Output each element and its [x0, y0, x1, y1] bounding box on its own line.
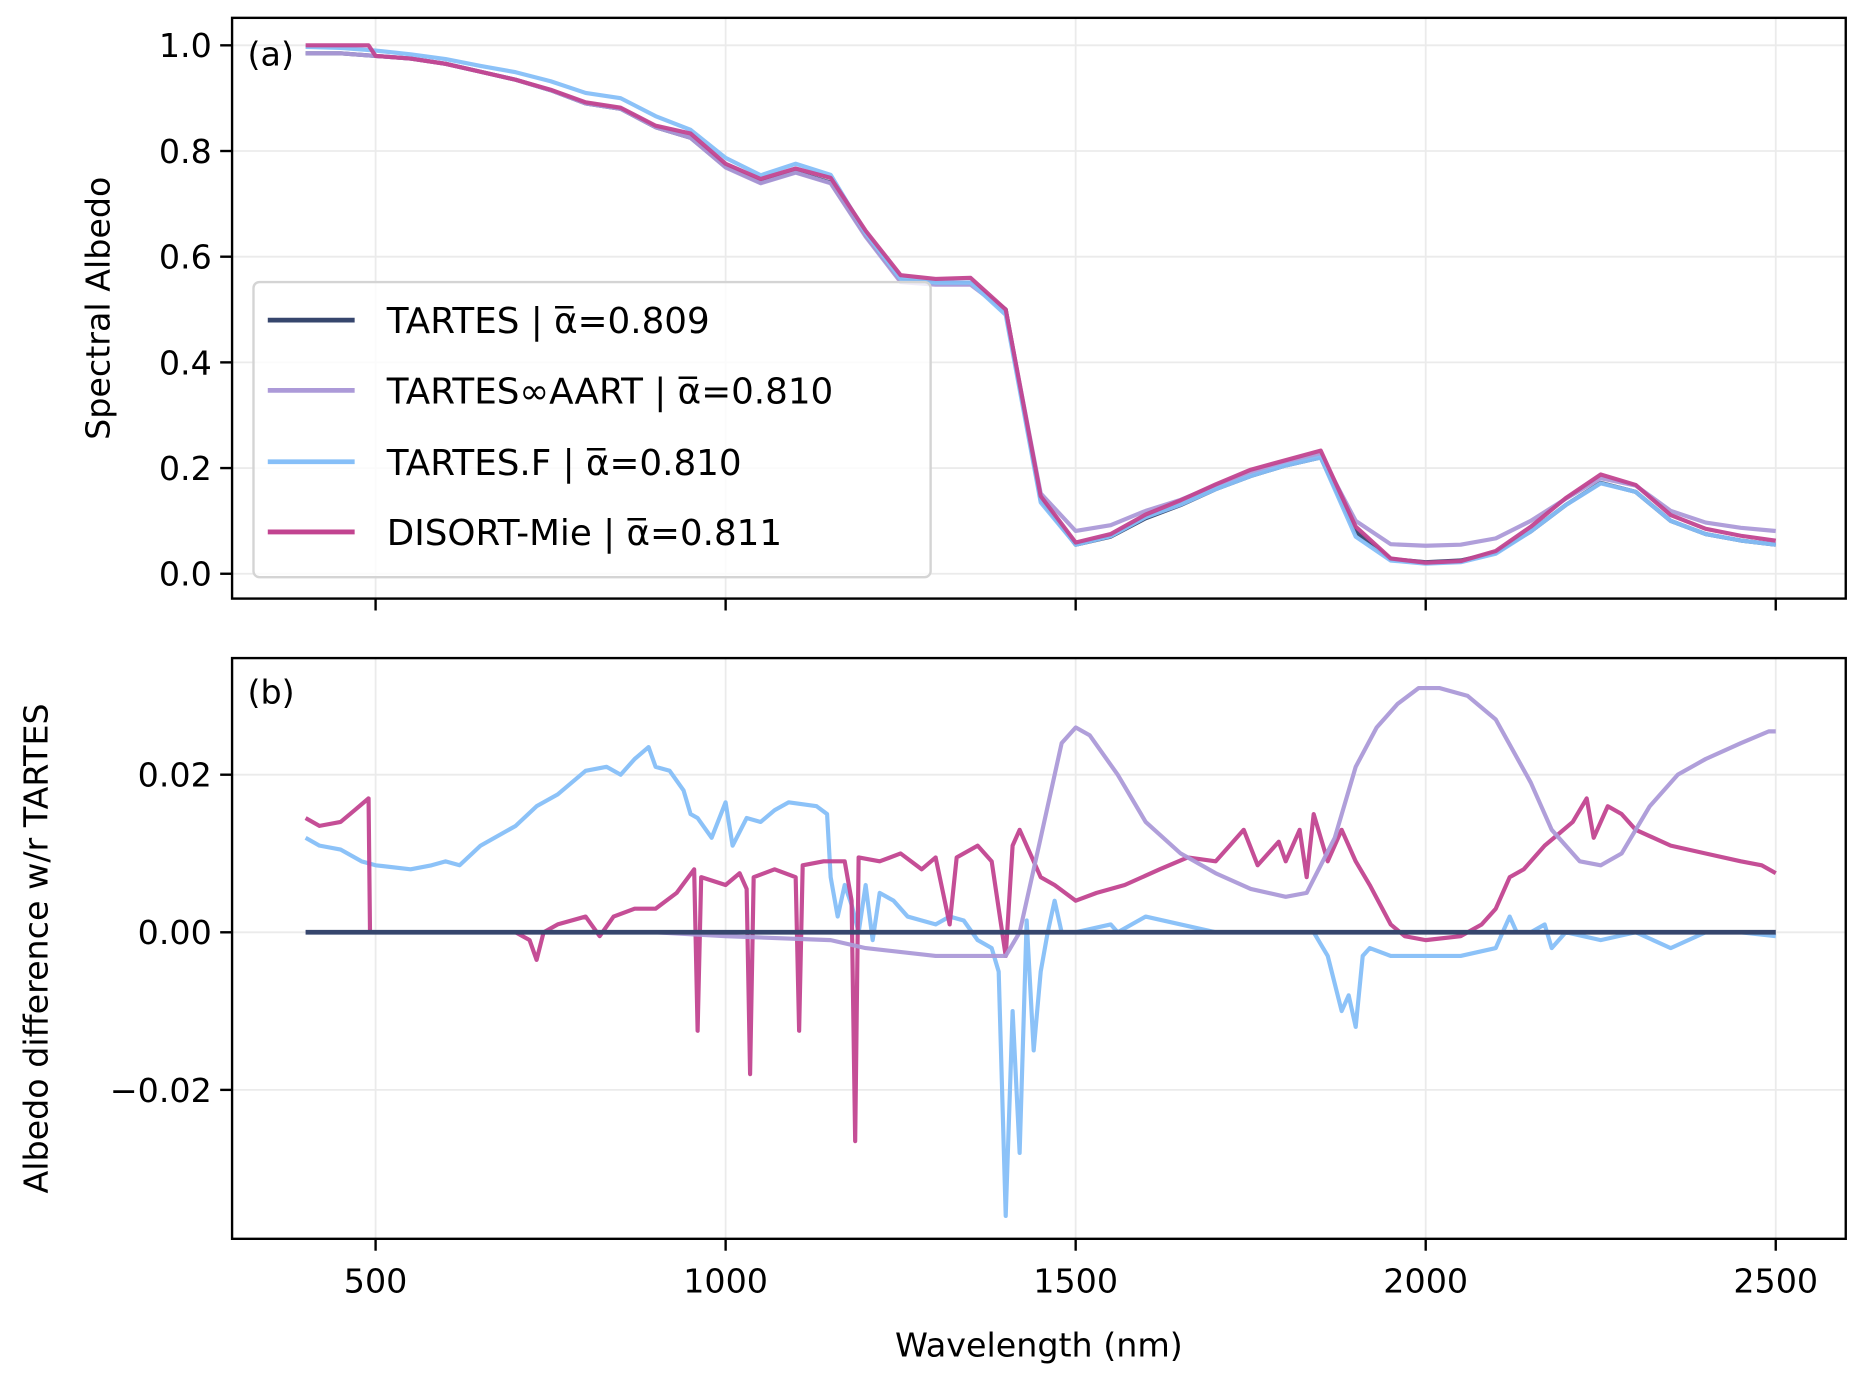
y-tick-label: 1.0: [159, 26, 212, 65]
y-tick-label: −0.02: [110, 1071, 212, 1110]
y-tick-label: 0.00: [138, 913, 212, 952]
axes-frame: [230, 656, 1847, 1241]
y-tick-label: 0.02: [138, 756, 212, 795]
y-tick-label: 0.8: [159, 132, 212, 171]
x-axis-label: Wavelength (nm): [895, 1326, 1183, 1365]
panel-b-axes: 500 1000 1500 2000 2500 −0.02 0.00 0.02: [110, 656, 1847, 1300]
series-line-0: [304, 745, 1777, 1219]
legend-label-tartes-f: TARTES.F | α̅=0.810: [386, 443, 742, 484]
x-tick-label: 2500: [1733, 1261, 1818, 1300]
x-tick-label: 500: [344, 1261, 408, 1300]
series-line-3: [305, 43, 1777, 565]
x-tick-label: 2000: [1383, 1261, 1468, 1300]
series-group: [304, 685, 1777, 1219]
panel-b-label: (b): [248, 672, 295, 711]
legend: TARTES | α̅=0.809 TARTES∞AART | α̅=0.810…: [252, 280, 932, 579]
series-line-2: [305, 685, 1776, 959]
panel-b-ylabel: Albedo difference w/r TARTES: [17, 703, 56, 1193]
y-tick-label: 0.4: [159, 343, 212, 382]
series-line-1: [304, 796, 1777, 1144]
legend-frame: [252, 280, 932, 579]
y-tick-label: 0.2: [159, 449, 212, 488]
y-tick-label: 0.6: [159, 238, 212, 277]
panel-a-ylabel: Spectral Albedo: [79, 177, 118, 440]
legend-label-tartes: TARTES | α̅=0.809: [386, 301, 710, 342]
x-tick-label: 1000: [683, 1261, 768, 1300]
x-tick-label: 1500: [1033, 1261, 1118, 1300]
y-tick-label: 0.0: [159, 555, 212, 594]
legend-label-disort-mie: DISORT-Mie | α̅=0.811: [387, 513, 782, 554]
series-line-2: [305, 44, 1777, 566]
axes-frame: [230, 16, 1847, 600]
panel-a-label: (a): [248, 34, 294, 73]
series-group: [305, 43, 1777, 566]
legend-label-tartes-aart: TARTES∞AART | α̅=0.810: [386, 371, 834, 412]
